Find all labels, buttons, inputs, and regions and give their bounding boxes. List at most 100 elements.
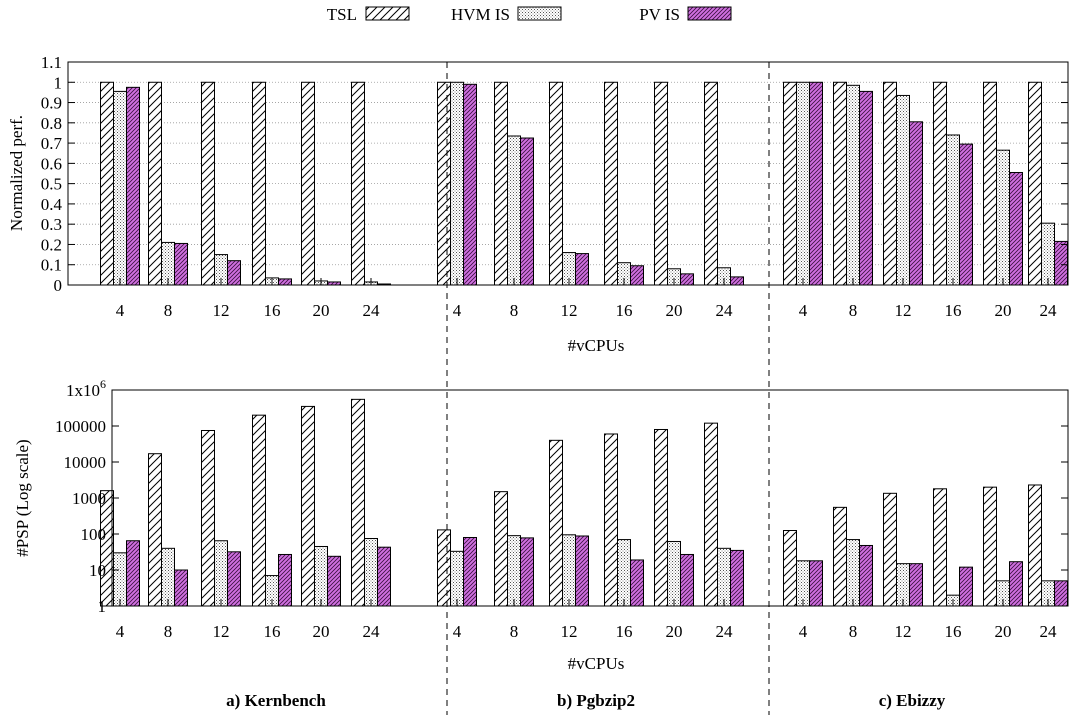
top-x-tick-label: 12: [561, 301, 578, 320]
top-bar-tsl: [654, 81, 668, 286]
bottom-bar-tsl: [549, 439, 563, 607]
bottom-bar-tsl: [252, 414, 266, 607]
top-bar-pv-is: [1054, 240, 1068, 286]
top-bar-pv-is: [278, 278, 292, 286]
bottom-bar-hvm-is: [846, 539, 860, 607]
top-bar-pv-is: [227, 260, 241, 286]
bottom-bar-tsl: [704, 422, 718, 607]
top-x-tick-label: 16: [264, 301, 281, 320]
bottom-bar-tsl: [783, 530, 797, 607]
top-bar-pv-is: [959, 143, 973, 286]
bottom-bar-hvm-is: [364, 537, 378, 607]
top-bar-tsl: [100, 81, 114, 286]
bottom-x-tick-label: 4: [116, 622, 125, 641]
bottom-bar-pv-is: [227, 551, 241, 607]
bottom-x-tick-label: 4: [453, 622, 462, 641]
top-x-tick-label: 4: [799, 301, 808, 320]
bottom-bar-hvm-is: [161, 547, 175, 607]
bottom-bar-hvm-is: [667, 540, 681, 607]
bottom-x-tick-label: 16: [264, 622, 281, 641]
top-x-tick-label: 20: [313, 301, 330, 320]
top-bar-hvm-is: [450, 81, 464, 286]
bottom-bar-tsl: [351, 398, 365, 607]
top-y-tick-label: 0.7: [41, 134, 63, 153]
top-bar-pv-is: [575, 253, 589, 286]
top-x-tick-label: 24: [716, 301, 734, 320]
top-bar-tsl: [833, 81, 847, 286]
top-y-tick-label: 0.8: [41, 114, 62, 133]
bottom-bar-pv-is: [680, 553, 694, 607]
top-bar-pv-is: [859, 90, 873, 286]
top-x-tick-label: 12: [213, 301, 230, 320]
top-x-tick-label: 4: [453, 301, 462, 320]
top-bars: [100, 81, 1068, 286]
top-bar-tsl: [437, 81, 451, 286]
top-y-tick-label: 0.1: [41, 256, 62, 275]
bottom-bar-hvm-is: [562, 534, 576, 607]
bottom-bar-tsl: [654, 428, 668, 607]
bottom-bar-tsl: [933, 488, 947, 607]
top-x-tick-label: 12: [895, 301, 912, 320]
top-bar-pv-is: [174, 242, 188, 286]
bottom-y-tick-label: 10000: [64, 453, 107, 472]
top-bar-hvm-is: [1041, 222, 1055, 286]
bottom-bar-pv-is: [1054, 580, 1068, 607]
bottom-bar-pv-is: [174, 569, 188, 607]
legend-swatch-1: [365, 6, 410, 21]
top-y-tick-label: 1.1: [41, 53, 62, 72]
bottom-bar-tsl: [983, 486, 997, 607]
group-label-2: b) Pgbzip2: [557, 691, 635, 710]
bottom-bar-pv-is: [630, 559, 644, 607]
bottom-bars: [100, 398, 1068, 607]
top-x-tick-label: 24: [363, 301, 381, 320]
bottom-bar-pv-is: [575, 535, 589, 607]
bottom-y-axis-label: #PSP (Log scale): [13, 439, 32, 556]
top-bar-pv-is: [1009, 171, 1023, 286]
top-x-tick-label: 4: [116, 301, 125, 320]
top-x-tick-label: 20: [666, 301, 683, 320]
top-bar-tsl: [883, 81, 897, 286]
bottom-bar-tsl: [604, 433, 618, 607]
bottom-x-tick-label: 24: [1040, 622, 1058, 641]
top-x-ticks: 4 8 12 16 20 24 4 8 12 16 20 24 4 8 12 16 20 24: [116, 278, 1057, 320]
bottom-x-ticks: 4 8 12 16 20 24 4 8 12 16 20 24 4 8 12 16 20 24: [116, 599, 1057, 641]
top-x-axis-label: #vCPUs: [568, 336, 625, 355]
top-bar-pv-is: [730, 276, 744, 286]
top-bar-pv-is: [809, 81, 823, 286]
top-y-tick-label: 0.4: [41, 195, 63, 214]
bottom-bar-pv-is: [377, 546, 391, 607]
group-labels: a) Kernbench b) Pgbzip2 c) Ebizzy: [226, 691, 946, 710]
bottom-y-tick-label: 1: [98, 597, 107, 616]
top-y-tick-label: 0.6: [41, 154, 62, 173]
bottom-bar-tsl: [437, 529, 451, 607]
top-bar-pv-is: [909, 121, 923, 286]
top-bar-hvm-is: [113, 90, 127, 286]
bottom-bar-hvm-is: [314, 545, 328, 607]
bottom-bar-pv-is: [520, 537, 534, 607]
top-bar-pv-is: [630, 265, 644, 286]
bottom-bar-tsl: [833, 506, 847, 607]
top-x-tick-label: 16: [945, 301, 962, 320]
bottom-bar-pv-is: [278, 553, 292, 607]
top-bar-tsl: [604, 81, 618, 286]
top-bar-hvm-is: [996, 149, 1010, 286]
bottom-y-tick-label: 100: [81, 525, 107, 544]
top-y-ticks: 00.1 0.20.30.40.5 0.60.70.80.9 11.1: [41, 53, 1068, 295]
top-bar-tsl: [201, 81, 215, 286]
top-bar-tsl: [1028, 81, 1042, 286]
legend-label-1: TSL: [327, 5, 357, 24]
bottom-bar-hvm-is: [617, 539, 631, 607]
top-plot-frame: [67, 61, 1069, 286]
group-label-1: a) Kernbench: [226, 691, 326, 710]
top-bar-pv-is: [126, 86, 140, 286]
top-bar-tsl: [148, 81, 162, 286]
bottom-bar-pv-is: [327, 555, 341, 607]
legend-swatch-2: [517, 6, 562, 21]
bottom-bar-tsl: [100, 490, 114, 607]
top-bar-tsl: [351, 81, 365, 286]
bottom-x-tick-label: 8: [164, 622, 173, 641]
top-bar-tsl: [494, 81, 508, 286]
bottom-bar-tsl: [201, 429, 215, 607]
bottom-y-tick-label: 10: [89, 561, 106, 580]
